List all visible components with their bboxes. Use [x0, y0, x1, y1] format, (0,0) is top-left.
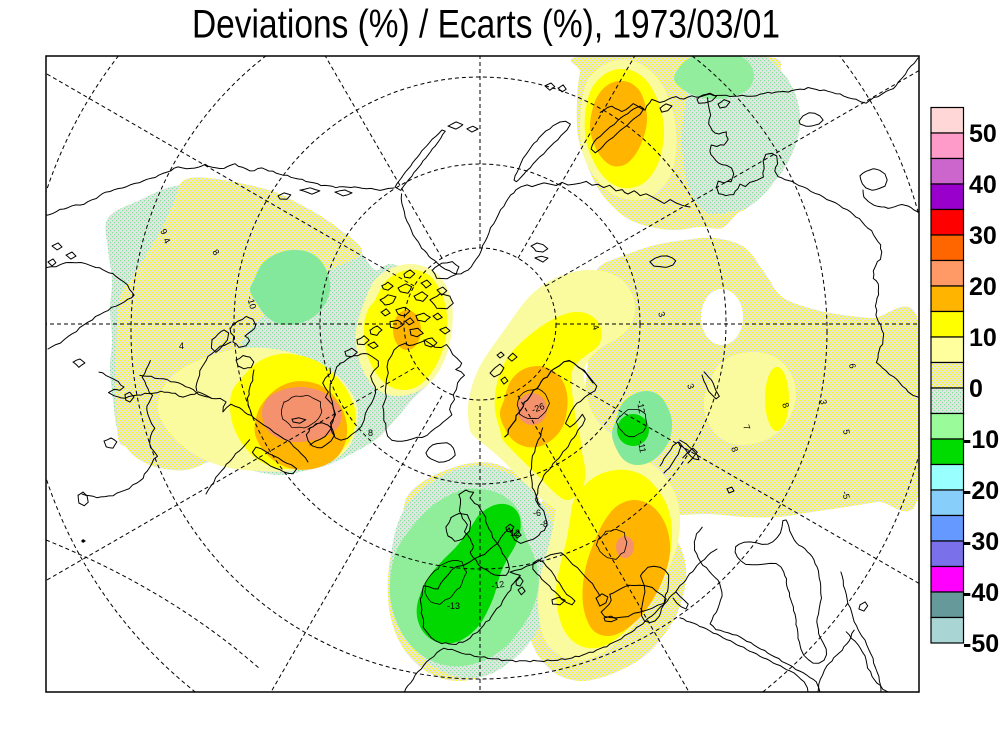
svg-text:4: 4 [590, 323, 601, 331]
svg-text:8: 8 [729, 445, 740, 453]
svg-text:3: 3 [656, 310, 667, 318]
svg-text:-8: -8 [540, 519, 548, 529]
svg-text:6: 6 [847, 363, 858, 370]
svg-text:-30: -30 [963, 528, 999, 556]
svg-text:12: 12 [510, 528, 520, 538]
svg-text:-26: -26 [530, 401, 546, 415]
svg-text:20: 20 [969, 273, 997, 301]
svg-text:30: 30 [969, 222, 997, 250]
svg-text:5: 5 [841, 429, 852, 436]
svg-text:-6: -6 [533, 508, 541, 518]
svg-text:-10: -10 [963, 426, 999, 454]
svg-text:-20: -20 [963, 477, 999, 505]
svg-text:-50: -50 [963, 630, 999, 658]
svg-text:Deviations (%) / Ecarts (%), 1: Deviations (%) / Ecarts (%), 1973/03/01 [192, 3, 780, 47]
svg-text:-5: -5 [840, 490, 852, 500]
svg-text:50: 50 [969, 120, 997, 148]
svg-text:3: 3 [818, 399, 829, 406]
svg-text:-13: -13 [447, 601, 460, 611]
svg-text:-12: -12 [635, 400, 647, 415]
svg-text:0: 0 [969, 375, 983, 403]
svg-text:7: 7 [741, 423, 752, 431]
svg-text:9: 9 [158, 227, 169, 236]
svg-text:4: 4 [179, 341, 184, 351]
svg-text:-40: -40 [963, 579, 999, 607]
svg-text:-10: -10 [245, 295, 258, 310]
svg-text:10: 10 [969, 324, 997, 352]
svg-text:8: 8 [210, 247, 221, 257]
svg-text:4: 4 [161, 236, 172, 245]
svg-text:8: 8 [780, 401, 791, 409]
svg-text:-11: -11 [636, 440, 648, 454]
svg-text:-12: -12 [491, 579, 506, 591]
svg-text:3: 3 [685, 382, 696, 390]
svg-text:40: 40 [969, 171, 997, 199]
svg-text:8: 8 [368, 428, 373, 438]
